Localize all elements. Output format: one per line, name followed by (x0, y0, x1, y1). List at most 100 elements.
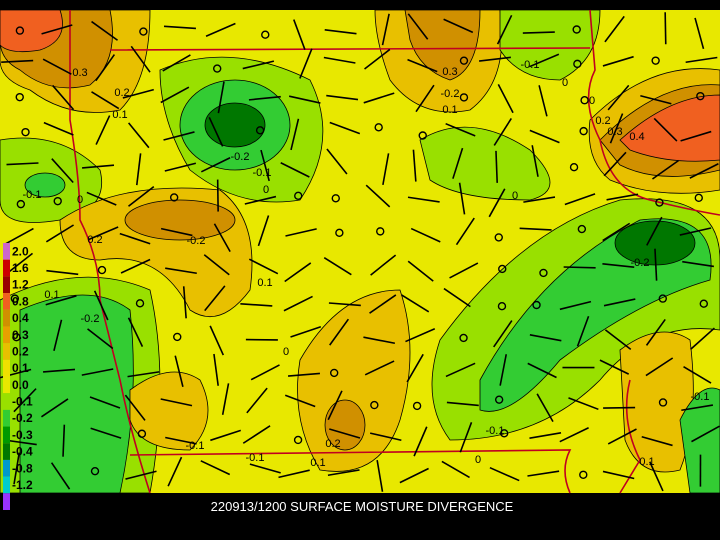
calm-marker (293, 435, 303, 445)
wind-barb (415, 84, 435, 113)
scale-label: -0.3 (12, 428, 33, 442)
scale-swatch (3, 326, 10, 344)
wind-barb (363, 92, 395, 104)
contour-label: 0.1 (112, 109, 127, 121)
wind-barb (602, 263, 635, 268)
wind-barb (246, 387, 268, 414)
wind-barb (288, 95, 321, 104)
wind-barb (209, 325, 225, 356)
wind-barb (90, 427, 122, 439)
wind-barb (694, 17, 705, 50)
wind-barb (602, 470, 635, 480)
wind-barb (563, 266, 596, 269)
calm-marker (579, 126, 588, 136)
contour-label: 0.1 (310, 457, 325, 469)
wind-barb (45, 224, 74, 243)
contour-fill (0, 10, 720, 493)
calm-marker (261, 30, 270, 39)
wind-barb (95, 54, 116, 82)
wind-barb (290, 118, 300, 151)
wind-barb (654, 248, 658, 281)
wind-barb (160, 227, 193, 237)
scale-swatch (3, 276, 10, 294)
wind-barb (46, 269, 79, 276)
contour-label: 0 (77, 194, 83, 206)
wind-barb (299, 48, 313, 79)
wind-barb (119, 232, 151, 245)
calm-marker (376, 227, 385, 236)
wind-barb (200, 460, 231, 476)
wind-barb (242, 425, 271, 444)
wind-barb (41, 24, 73, 35)
wind-barb (607, 428, 637, 445)
wind-barb (221, 383, 230, 415)
wind-barb (441, 460, 470, 479)
wind-barb (240, 303, 273, 307)
wind-barb (493, 117, 513, 146)
wind-barb (82, 164, 115, 169)
calm-marker (579, 470, 588, 479)
wind-barb (13, 452, 21, 485)
wind-barb (446, 401, 479, 407)
scale-swatch (3, 459, 10, 477)
contour-label: -0.2 (81, 313, 100, 325)
wind-barb (527, 470, 560, 477)
wind-barb (559, 427, 589, 443)
contour-label: 0.2 (325, 438, 340, 450)
wind-barb (205, 22, 236, 37)
wind-barb (122, 88, 154, 99)
calm-marker (696, 91, 705, 101)
wind-barb (4, 227, 34, 245)
calm-marker (577, 224, 587, 234)
contour-label: 0.1 (44, 289, 59, 301)
wind-barb (86, 191, 117, 206)
wind-barb (165, 436, 197, 445)
scale-label: 0.4 (12, 311, 29, 325)
wind-barb (6, 162, 39, 166)
color-scale: 2.0 1.6 1.2 0.8 0.4 0.3 0.2 0.1 0.0 -0.1 -0.2 -0.3 -… (3, 243, 33, 510)
calm-marker (494, 395, 504, 404)
wind-barb (645, 318, 666, 346)
wind-barb (443, 18, 474, 34)
calm-marker (494, 233, 503, 242)
wind-barb (652, 159, 680, 180)
wind-barb (50, 462, 71, 490)
scale-swatch (3, 393, 10, 410)
caption: 220913/1200 SURFACE MOISTURE DIVERGENCE (211, 499, 514, 514)
calm-marker (213, 64, 222, 73)
scale-label: 0.0 (12, 378, 29, 392)
wind-barb (603, 151, 627, 177)
wind-barb (213, 223, 231, 253)
calm-marker (655, 198, 664, 207)
wind-barb (602, 55, 634, 67)
contour-labels: 0.30.20.1-0.2-0.100.3-0.20.1-0.1000.20.3… (23, 59, 710, 469)
wind-barb (160, 86, 190, 104)
scale-swatch (3, 243, 10, 260)
wind-barb (529, 334, 562, 342)
wind-barb (690, 327, 715, 350)
calm-marker (374, 123, 383, 132)
wind-barb (401, 294, 430, 313)
wind-barb (607, 84, 630, 111)
wind-barb (203, 254, 230, 276)
calm-marker (370, 400, 379, 410)
wind-barb (381, 13, 390, 46)
scale-label: 0.2 (12, 344, 29, 358)
wind-barb (499, 354, 508, 386)
wind-barb (413, 426, 428, 457)
scale-label: -0.4 (12, 445, 33, 459)
wind-barb (405, 327, 436, 343)
wind-barb (163, 131, 195, 141)
wind-barb (208, 116, 224, 147)
wind-barb (1, 59, 34, 63)
wind-barb (213, 353, 219, 386)
contour-label: 0 (263, 184, 269, 196)
calm-marker (10, 294, 20, 303)
scale-swatch (3, 426, 10, 444)
wind-barb (284, 394, 316, 408)
wind-barb (51, 158, 74, 184)
wind-barb (164, 162, 197, 172)
contour-label: -0.1 (246, 452, 265, 464)
wind-barb (174, 355, 184, 387)
wind-barb (691, 425, 720, 443)
